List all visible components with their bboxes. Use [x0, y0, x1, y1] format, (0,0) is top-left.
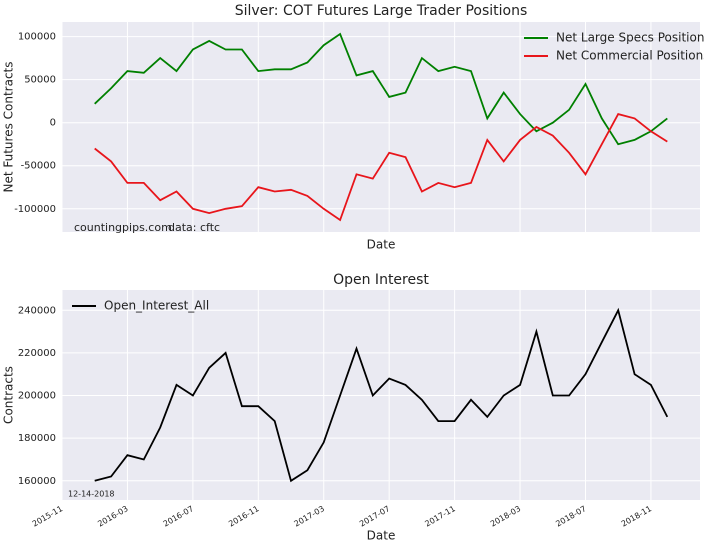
x-tick-label: 2016-11 [227, 504, 260, 529]
x-axis-label: Date [367, 529, 396, 543]
y-tick-label: 100000 [18, 32, 56, 43]
x-tick-label: 2018-03 [489, 504, 522, 529]
x-tick-label: 2016-07 [162, 504, 195, 529]
chart-title: Open Interest [333, 272, 429, 288]
y-axis-label: Net Futures Contracts [2, 61, 16, 192]
y-tick-label: -100000 [14, 204, 56, 215]
legend-label: Net Commercial Positions [556, 49, 704, 63]
y-axis-label: Contracts [2, 366, 16, 424]
x-tick-label: 2018-11 [620, 504, 653, 529]
legend-label: Net Large Specs Positions [556, 31, 704, 45]
series-line [94, 307, 669, 483]
y-tick-label: 50000 [24, 75, 56, 86]
x-tick-label: 2017-07 [358, 504, 391, 529]
chart-title: Silver: COT Futures Large Trader Positio… [235, 3, 528, 19]
y-tick-label: 0 [50, 118, 56, 129]
plot-area [62, 290, 700, 500]
plot-area [62, 22, 700, 232]
annotation: 12-14-2018 [68, 490, 115, 499]
y-tick-label: 240000 [18, 305, 56, 316]
y-tick-label: -50000 [21, 161, 56, 172]
annotation: data: cftc [168, 221, 220, 234]
x-tick-label: 2017-03 [293, 504, 326, 529]
x-tick-label: 2015-11 [31, 504, 64, 529]
x-axis-label: Date [367, 238, 396, 252]
y-tick-label: 180000 [18, 433, 56, 444]
annotation: countingpips.com [74, 221, 172, 234]
x-tick-label: 2017-11 [423, 504, 456, 529]
y-tick-label: 220000 [18, 348, 56, 359]
y-tick-label: 160000 [18, 476, 56, 487]
x-tick-label: 2016-03 [96, 504, 129, 529]
series-line [94, 113, 668, 222]
series-line [94, 32, 668, 146]
legend-label: Open_Interest_All [104, 299, 209, 313]
x-tick-label: 2018-07 [554, 504, 587, 529]
y-tick-label: 200000 [18, 391, 56, 402]
